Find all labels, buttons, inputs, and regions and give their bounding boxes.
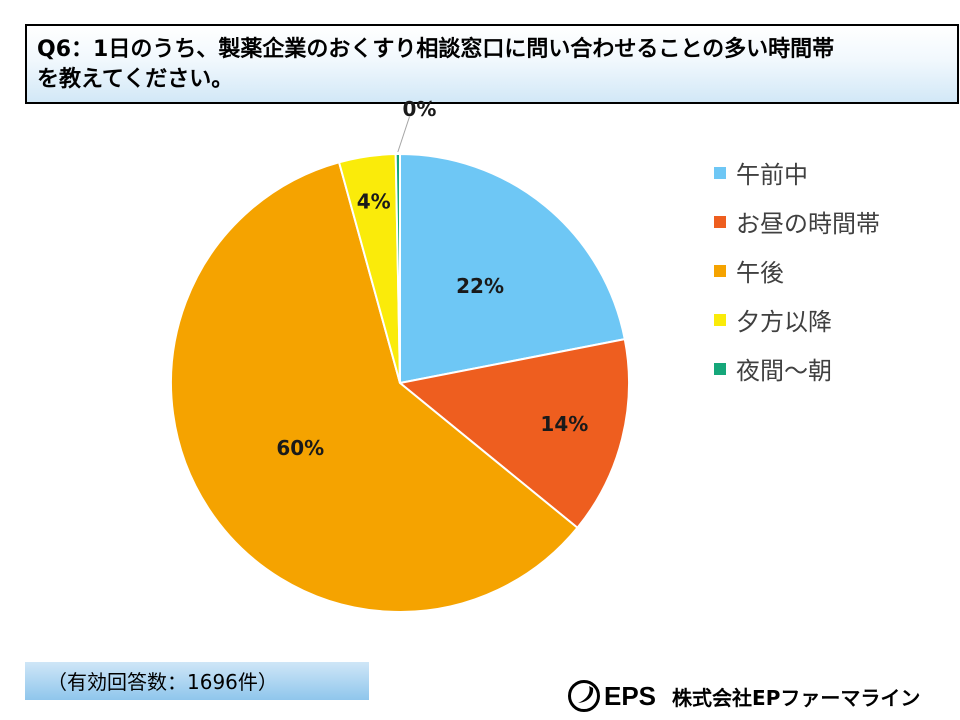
legend-item-3: 午後: [714, 246, 880, 295]
legend-swatch: [714, 362, 726, 375]
leader-line-5: [397, 116, 410, 153]
pie-slice-3: [170, 161, 579, 613]
legend-label: 午後: [736, 259, 784, 287]
question-title-box: Q6：1日のうち、製薬企業のおくすり相談窓口に問い合わせることの多い時間帯 を教…: [25, 24, 959, 104]
legend-swatch: [714, 264, 726, 277]
question-title-line1: Q6：1日のうち、製薬企業のおくすり相談窓口に問い合わせることの多い時間帯: [37, 37, 835, 62]
pie-slice-5: [394, 152, 401, 384]
response-count-note: （有効回答数：1696件）: [25, 662, 369, 700]
legend-item-2: お昼の時間帯: [714, 197, 880, 246]
legend-item-5: 夜間～朝: [714, 344, 880, 393]
legend-swatch: [714, 166, 726, 179]
pie-slice-1: [399, 152, 626, 385]
legend-label: 夕方以降: [736, 308, 832, 336]
question-title-line2: を教えてください。: [37, 67, 234, 92]
brand-company-name: 株式会社EPファーマライン: [672, 685, 921, 710]
brand-logo-text: EPS: [604, 680, 657, 711]
data-label-4: 4%: [357, 190, 391, 214]
legend-swatch: [714, 313, 726, 326]
data-label-3: 60%: [276, 436, 324, 460]
eps-logo-icon: [568, 680, 600, 712]
chart-legend: 午前中お昼の時間帯 午後夕方以降夜間～朝: [714, 148, 880, 393]
pie-slice-2: [397, 337, 630, 530]
data-label-2: 14%: [540, 412, 588, 436]
data-label-5: 0%: [402, 97, 436, 121]
data-label-1: 22%: [456, 274, 504, 298]
legend-item-1: 午前中: [714, 148, 880, 197]
legend-label: 午前中: [736, 161, 808, 189]
legend-label: 夜間～朝: [736, 357, 832, 385]
legend-item-4: 夕方以降: [714, 295, 880, 344]
legend-label: お昼の時間帯: [736, 210, 880, 238]
brand-footer: EPS 株式会社EPファーマライン: [567, 676, 920, 716]
legend-swatch: [714, 215, 726, 228]
